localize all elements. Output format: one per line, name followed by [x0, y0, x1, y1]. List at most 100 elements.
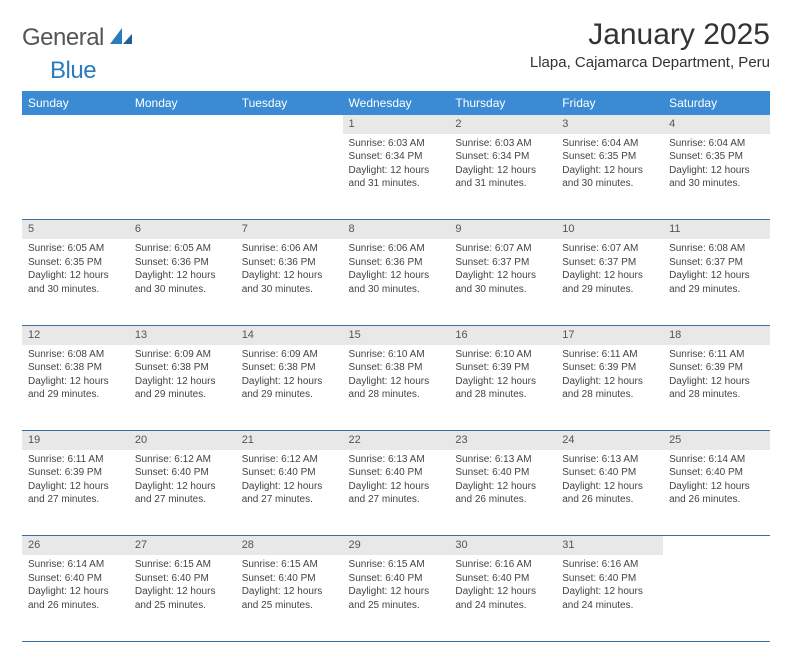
day-cell: Sunrise: 6:15 AMSunset: 6:40 PMDaylight:…: [129, 555, 236, 641]
sunset-text: Sunset: 6:39 PM: [669, 361, 764, 375]
sunset-text: Sunset: 6:40 PM: [455, 572, 550, 586]
day-cell: [663, 555, 770, 641]
day-cell: Sunrise: 6:04 AMSunset: 6:35 PMDaylight:…: [556, 134, 663, 220]
day-header: Thursday: [449, 91, 556, 115]
sunrise-text: Sunrise: 6:06 AM: [242, 242, 337, 256]
day-cell: Sunrise: 6:04 AMSunset: 6:35 PMDaylight:…: [663, 134, 770, 220]
sunset-text: Sunset: 6:34 PM: [349, 150, 444, 164]
day-cell: Sunrise: 6:03 AMSunset: 6:34 PMDaylight:…: [343, 134, 450, 220]
day-cell: Sunrise: 6:10 AMSunset: 6:39 PMDaylight:…: [449, 345, 556, 431]
day1-text: Daylight: 12 hours: [455, 164, 550, 178]
day-number: 20: [129, 431, 236, 450]
sunset-text: Sunset: 6:39 PM: [28, 466, 123, 480]
day-number: 28: [236, 536, 343, 555]
sunset-text: Sunset: 6:38 PM: [349, 361, 444, 375]
sunrise-text: Sunrise: 6:12 AM: [242, 453, 337, 467]
day2-text: and 26 minutes.: [28, 599, 123, 613]
day1-text: Daylight: 12 hours: [669, 164, 764, 178]
sunrise-text: Sunrise: 6:08 AM: [28, 348, 123, 362]
day-number: 24: [556, 431, 663, 450]
day-number: 22: [343, 431, 450, 450]
sunset-text: Sunset: 6:36 PM: [242, 256, 337, 270]
day2-text: and 28 minutes.: [562, 388, 657, 402]
sunset-text: Sunset: 6:35 PM: [562, 150, 657, 164]
day-number: 18: [663, 325, 770, 344]
day-number: 7: [236, 220, 343, 239]
sunset-text: Sunset: 6:40 PM: [349, 572, 444, 586]
day-number-row: 567891011: [22, 220, 770, 239]
day-number: 19: [22, 431, 129, 450]
day1-text: Daylight: 12 hours: [455, 375, 550, 389]
sunset-text: Sunset: 6:40 PM: [242, 466, 337, 480]
day-number: 29: [343, 536, 450, 555]
day1-text: Daylight: 12 hours: [349, 164, 444, 178]
sunrise-text: Sunrise: 6:13 AM: [562, 453, 657, 467]
sunset-text: Sunset: 6:35 PM: [28, 256, 123, 270]
day-number: 5: [22, 220, 129, 239]
day-cell: Sunrise: 6:09 AMSunset: 6:38 PMDaylight:…: [129, 345, 236, 431]
day-number: 12: [22, 325, 129, 344]
sunset-text: Sunset: 6:40 PM: [669, 466, 764, 480]
day-cell: Sunrise: 6:10 AMSunset: 6:38 PMDaylight:…: [343, 345, 450, 431]
sunset-text: Sunset: 6:37 PM: [669, 256, 764, 270]
day2-text: and 24 minutes.: [562, 599, 657, 613]
day-header: Tuesday: [236, 91, 343, 115]
sunrise-text: Sunrise: 6:16 AM: [562, 558, 657, 572]
day1-text: Daylight: 12 hours: [562, 480, 657, 494]
sunset-text: Sunset: 6:40 PM: [562, 466, 657, 480]
day-header: Friday: [556, 91, 663, 115]
week-row: Sunrise: 6:05 AMSunset: 6:35 PMDaylight:…: [22, 239, 770, 325]
day-number: 1: [343, 115, 450, 134]
day2-text: and 29 minutes.: [242, 388, 337, 402]
day2-text: and 28 minutes.: [455, 388, 550, 402]
day1-text: Daylight: 12 hours: [135, 585, 230, 599]
sunrise-text: Sunrise: 6:03 AM: [349, 137, 444, 151]
sunrise-text: Sunrise: 6:13 AM: [455, 453, 550, 467]
day-number: 23: [449, 431, 556, 450]
day1-text: Daylight: 12 hours: [669, 269, 764, 283]
week-row: Sunrise: 6:03 AMSunset: 6:34 PMDaylight:…: [22, 134, 770, 220]
sunset-text: Sunset: 6:40 PM: [242, 572, 337, 586]
day-number: 27: [129, 536, 236, 555]
day2-text: and 30 minutes.: [242, 283, 337, 297]
day-number: 25: [663, 431, 770, 450]
day2-text: and 28 minutes.: [669, 388, 764, 402]
day1-text: Daylight: 12 hours: [242, 375, 337, 389]
week-row: Sunrise: 6:11 AMSunset: 6:39 PMDaylight:…: [22, 450, 770, 536]
sunrise-text: Sunrise: 6:10 AM: [455, 348, 550, 362]
day-cell: Sunrise: 6:07 AMSunset: 6:37 PMDaylight:…: [449, 239, 556, 325]
sunrise-text: Sunrise: 6:15 AM: [242, 558, 337, 572]
sunrise-text: Sunrise: 6:09 AM: [242, 348, 337, 362]
day1-text: Daylight: 12 hours: [669, 375, 764, 389]
day-cell: Sunrise: 6:12 AMSunset: 6:40 PMDaylight:…: [129, 450, 236, 536]
day-cell: Sunrise: 6:15 AMSunset: 6:40 PMDaylight:…: [236, 555, 343, 641]
day1-text: Daylight: 12 hours: [242, 269, 337, 283]
day-number: 30: [449, 536, 556, 555]
brand-logo: General: [22, 24, 138, 52]
day1-text: Daylight: 12 hours: [135, 375, 230, 389]
day-number: 13: [129, 325, 236, 344]
day-number-row: 1234: [22, 115, 770, 134]
sunrise-text: Sunrise: 6:07 AM: [455, 242, 550, 256]
day2-text: and 30 minutes.: [349, 283, 444, 297]
day2-text: and 26 minutes.: [669, 493, 764, 507]
sunset-text: Sunset: 6:40 PM: [135, 572, 230, 586]
day-number: [22, 115, 129, 134]
day-cell: Sunrise: 6:14 AMSunset: 6:40 PMDaylight:…: [22, 555, 129, 641]
day-cell: Sunrise: 6:13 AMSunset: 6:40 PMDaylight:…: [343, 450, 450, 536]
sunset-text: Sunset: 6:40 PM: [349, 466, 444, 480]
day1-text: Daylight: 12 hours: [28, 480, 123, 494]
day1-text: Daylight: 12 hours: [562, 375, 657, 389]
day2-text: and 25 minutes.: [242, 599, 337, 613]
day-number: 10: [556, 220, 663, 239]
calendar-body: 1234Sunrise: 6:03 AMSunset: 6:34 PMDayli…: [22, 115, 770, 641]
day1-text: Daylight: 12 hours: [349, 269, 444, 283]
sunrise-text: Sunrise: 6:11 AM: [28, 453, 123, 467]
sunset-text: Sunset: 6:36 PM: [349, 256, 444, 270]
sunrise-text: Sunrise: 6:12 AM: [135, 453, 230, 467]
day1-text: Daylight: 12 hours: [562, 585, 657, 599]
day-number: 31: [556, 536, 663, 555]
day-cell: Sunrise: 6:11 AMSunset: 6:39 PMDaylight:…: [556, 345, 663, 431]
sunrise-text: Sunrise: 6:11 AM: [562, 348, 657, 362]
sunrise-text: Sunrise: 6:09 AM: [135, 348, 230, 362]
